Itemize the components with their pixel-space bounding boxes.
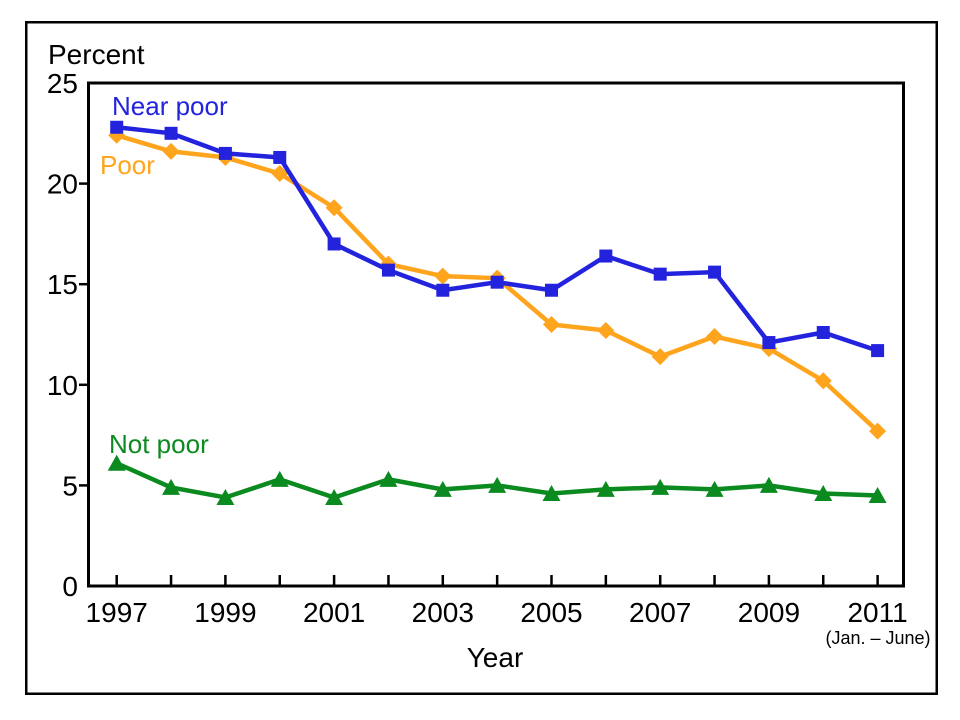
x-axis-tick-labels: 1997 1999 2001 2003 2005 2007 2009 2011 (86, 597, 908, 628)
data-point-marker (218, 146, 232, 160)
series-label-not-poor: Not poor (109, 429, 209, 459)
y-axis-tick-labels: 0 5 10 15 20 25 (47, 68, 78, 602)
data-point-marker (759, 476, 778, 493)
figure-border (25, 21, 938, 695)
data-point-marker (325, 488, 344, 505)
series-not-poor (107, 454, 887, 505)
y-axis-tick-label: 25 (47, 68, 78, 99)
y-axis-ticks (79, 182, 88, 487)
x-axis-tick-label: 2003 (412, 597, 474, 628)
plot-area-border (87, 81, 905, 588)
data-point-marker (816, 325, 830, 339)
data-point-marker (597, 321, 615, 339)
y-axis-tick-label: 0 (62, 571, 78, 602)
x-axis-tick-label: 2001 (303, 597, 365, 628)
x-axis-tick-label: 1997 (86, 597, 148, 628)
series-labels: Not poor Poor Near poor (100, 91, 228, 459)
x-axis-ticks (115, 575, 879, 585)
data-point-marker (814, 372, 832, 390)
x-axis-tick-label: 2009 (738, 597, 800, 628)
data-point-marker (705, 480, 724, 497)
data-point-marker (379, 470, 398, 487)
x-axis-tick-label: 2005 (520, 597, 582, 628)
data-point-marker (653, 267, 667, 281)
data-point-marker (433, 480, 452, 497)
series-near-poor (110, 120, 885, 358)
data-point-marker (325, 199, 343, 217)
data-point-marker (107, 454, 126, 471)
data-point-marker (327, 237, 341, 251)
y-axis-tick-label: 5 (62, 470, 78, 501)
x-axis-title: Year (467, 642, 524, 673)
data-point-marker (216, 488, 235, 505)
data-point-marker (488, 476, 507, 493)
y-axis-title: Percent (48, 39, 145, 70)
data-point-marker (871, 344, 885, 358)
y-axis-tick-label: 15 (47, 269, 78, 300)
series-label-poor: Poor (100, 150, 155, 180)
data-point-marker (543, 315, 560, 333)
x-axis-tick-label: 2011 (847, 597, 907, 628)
y-axis-tick-label: 20 (47, 169, 78, 200)
data-point-marker (814, 484, 833, 501)
x-axis-subnote: (Jan. – June) (825, 628, 930, 648)
data-point-marker (436, 283, 450, 297)
data-point-marker (868, 486, 887, 503)
data-point-marker (381, 263, 395, 277)
series-group (107, 120, 887, 505)
data-point-marker (162, 478, 181, 495)
data-point-marker (273, 150, 287, 164)
x-axis-tick-label: 2007 (629, 597, 691, 628)
y-axis-tick-label: 10 (47, 370, 78, 401)
data-point-marker (164, 126, 178, 140)
data-point-marker (270, 470, 289, 487)
series-label-near-poor: Near poor (112, 91, 228, 121)
data-point-marker (490, 275, 504, 289)
data-point-marker (599, 249, 613, 263)
data-point-marker (596, 480, 615, 497)
data-point-marker (762, 336, 776, 350)
data-point-marker (545, 283, 558, 297)
data-point-marker (271, 165, 289, 183)
data-point-marker (869, 422, 887, 440)
data-point-marker (434, 267, 452, 285)
data-point-marker (162, 142, 180, 160)
data-point-marker (708, 265, 722, 279)
data-point-marker (110, 120, 124, 134)
data-point-marker (542, 484, 561, 501)
x-axis-tick-label: 1999 (194, 597, 256, 628)
data-point-marker (651, 348, 669, 366)
data-point-marker (651, 478, 670, 495)
data-point-marker (706, 328, 724, 346)
